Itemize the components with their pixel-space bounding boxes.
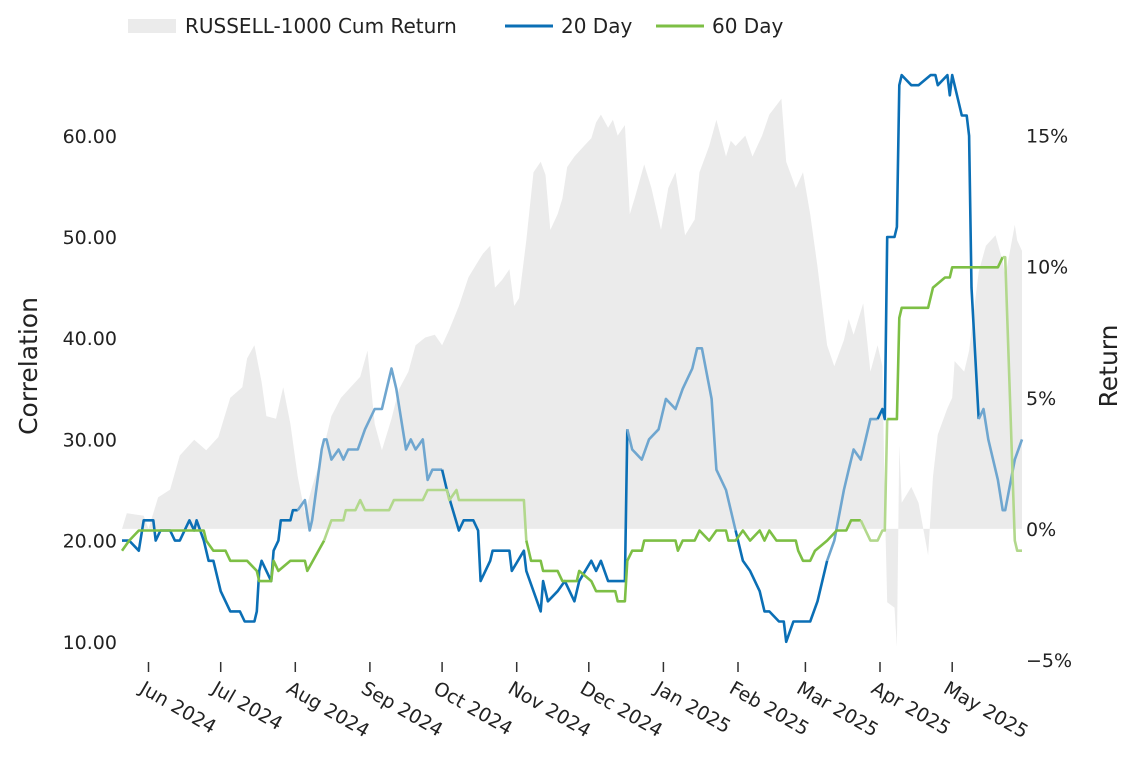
series-segment-60-day [322,488,528,542]
left-tick-label: 20.00 [63,531,117,553]
legend-swatch-cum-return [128,19,176,33]
left-tick-label: 40.00 [63,328,117,350]
legend-label-60-day: 60 Day [712,14,783,38]
left-tick-label: 30.00 [63,429,117,451]
series-area-cum-return [122,98,1022,647]
series-segment-20-day [734,530,829,644]
plot-area [120,73,1024,647]
series-segment-20-day [122,508,298,623]
right-tick-label: 0% [1026,519,1056,541]
series-segment-20-day [876,73,980,421]
legend-label-cum-return: RUSSELL-1000 Cum Return [185,14,457,38]
series-segment-20-day [825,417,878,562]
series-segment-60-day [525,518,861,603]
x-tick-label: Oct 2024 [430,677,517,740]
x-tick-label: Sep 2024 [357,677,446,741]
series-line-20-day [122,73,1024,644]
right-axis-title: Return [1094,325,1123,408]
series-line-60-day [120,255,1022,603]
series-segment-60-day [859,419,889,542]
left-tick-label: 60.00 [63,126,117,148]
right-tick-label: 5% [1026,388,1056,410]
left-tick-label: 50.00 [63,227,117,249]
series-segment-20-day [440,429,629,613]
series-segment-60-day [1002,255,1022,553]
x-tick-label: Aug 2024 [283,677,373,742]
series-segment-60-day [120,529,326,583]
x-tick-label: Jul 2024 [207,677,286,735]
series-segment-20-day [296,367,443,532]
right-tick-label: 15% [1026,126,1068,148]
x-tick-label: Jun 2024 [135,677,220,739]
series-segment-20-day [626,346,737,531]
legend: RUSSELL-1000 Cum Return 20 Day 60 Day [128,14,783,38]
right-tick-label: −5% [1026,650,1072,672]
x-tick-label: May 2025 [940,677,1032,743]
x-tick-label: Dec 2024 [576,677,666,742]
right-tick-label: 10% [1026,257,1068,279]
legend-label-20-day: 20 Day [561,14,632,38]
series-segment-60-day [887,256,1004,421]
left-axis-title: Correlation [14,297,43,435]
left-tick-label: 10.00 [63,632,117,654]
x-tick-label: Apr 2025 [868,677,955,740]
